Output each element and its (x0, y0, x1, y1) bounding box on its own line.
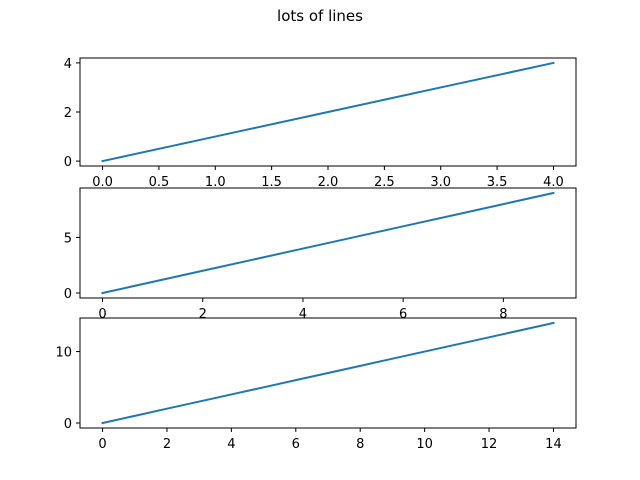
subplot-1: 0.0 0.5 1.0 1.5 2.0 2.5 3.0 3.5 4.0 0 2 4 (64, 57, 577, 190)
x-tick-label: 2.5 (374, 175, 395, 190)
x-tick-label: 1.0 (205, 175, 226, 190)
x-tick-label: 0.0 (92, 175, 113, 190)
x-tick-label: 4 (227, 437, 235, 452)
x-tick-label: 8 (356, 437, 364, 452)
x-tick-label: 3.0 (430, 175, 451, 190)
axes-frame (79, 187, 577, 299)
subplot-2: 0 2 4 6 8 0 5 (64, 187, 577, 322)
series-line-2-1 (101, 191, 555, 295)
x-tick-label: 0.5 (149, 175, 170, 190)
x-tick-label: 0 (98, 307, 106, 322)
y-tick-label: 2 (64, 106, 72, 121)
x-tick-label: 3.5 (487, 175, 508, 190)
x-tick-label: 2 (163, 437, 171, 452)
series-line-3-1 (101, 321, 555, 425)
x-tick-label: 2.0 (318, 175, 339, 190)
y-tick-label: 0 (64, 417, 72, 432)
figure-title: lots of lines (277, 7, 363, 25)
x-tick-label: 8 (499, 307, 507, 322)
x-tick-label: 1.5 (261, 175, 282, 190)
x-tick-label: 14 (545, 437, 562, 452)
x-tick-label: 4 (299, 307, 307, 322)
x-tick-label: 6 (292, 437, 300, 452)
axes-frame (79, 317, 577, 429)
subplot-3: 0 2 4 6 8 10 12 14 0 10 (55, 317, 577, 452)
x-tick-label: 12 (481, 437, 498, 452)
y-tick-label: 10 (55, 346, 72, 361)
x-tick-label: 0 (98, 437, 106, 452)
y-tick-label: 0 (64, 155, 72, 170)
y-tick-label: 5 (64, 231, 72, 246)
x-tick-label: 4.0 (543, 175, 564, 190)
y-tick-label: 4 (64, 57, 72, 72)
x-tick-label: 2 (199, 307, 207, 322)
x-tick-label: 10 (416, 437, 433, 452)
series-line-1-1 (101, 61, 555, 163)
y-tick-label: 0 (64, 287, 72, 302)
x-tick-label: 6 (399, 307, 407, 322)
